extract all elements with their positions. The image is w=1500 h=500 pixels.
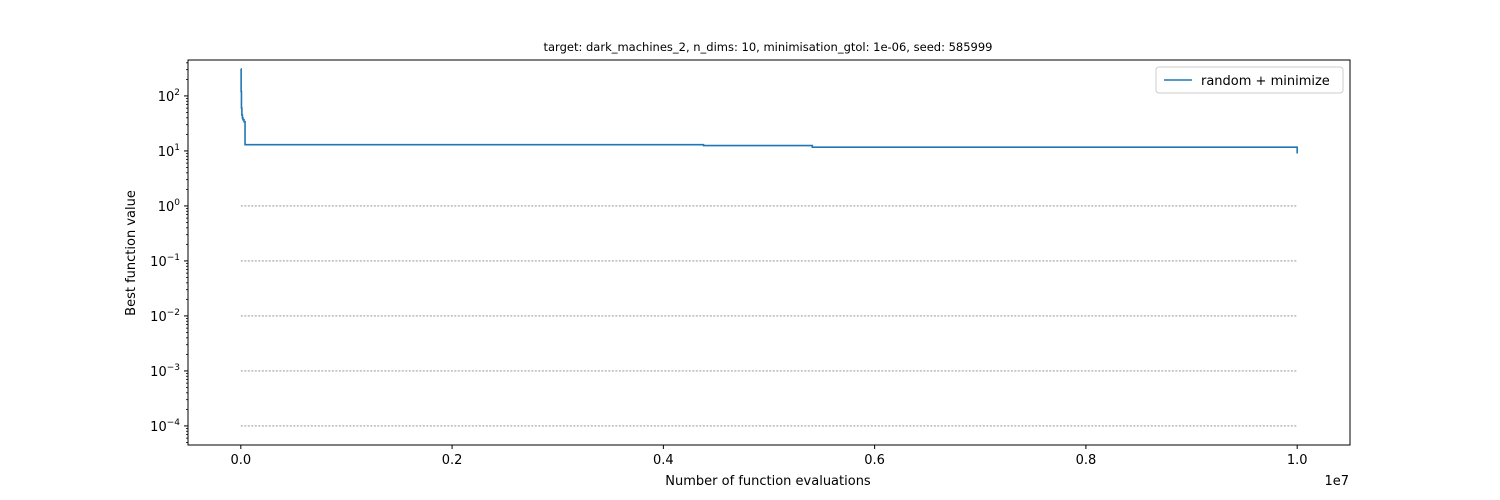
x-tick-label: 0.0 xyxy=(230,453,251,468)
y-tick-label-base: 10 xyxy=(150,255,167,270)
y-tick-label-exponent: 0 xyxy=(174,198,180,208)
x-axis-label: Number of function evaluations xyxy=(665,474,871,489)
y-tick-label: 10−1 xyxy=(150,253,180,270)
y-tick-label-base: 10 xyxy=(150,365,167,380)
series-layer xyxy=(240,68,1298,154)
y-tick-label: 101 xyxy=(158,143,180,160)
y-tick-label-exponent: −1 xyxy=(167,253,180,263)
y-tick-label-exponent: −4 xyxy=(167,418,181,428)
y-tick-label-base: 10 xyxy=(158,90,175,105)
x-axis-ticks: 0.0 0.2 0.4 0.6 0.8 1.0 xyxy=(230,445,1308,468)
y-tick-label-base: 10 xyxy=(158,200,175,215)
y-tick-label: 10−3 xyxy=(150,363,180,380)
plot-frame xyxy=(187,59,1351,446)
y-tick-label-exponent: −2 xyxy=(167,308,180,318)
y-tick-label-base: 10 xyxy=(150,420,167,435)
series-line xyxy=(240,68,1298,154)
x-tick-label: 0.6 xyxy=(864,453,885,468)
x-tick-label: 0.8 xyxy=(1076,453,1097,468)
legend-label: random + minimize xyxy=(1201,74,1330,89)
y-tick-label: 10−4 xyxy=(150,418,180,435)
legend-box xyxy=(1155,66,1344,94)
chart-title: target: dark_machines_2, n_dims: 10, min… xyxy=(544,40,993,54)
y-tick-label-exponent: −3 xyxy=(167,363,180,373)
x-tick-label: 1.0 xyxy=(1287,453,1308,468)
y-tick-label-base: 10 xyxy=(158,145,175,160)
legend: random + minimize xyxy=(1155,66,1344,94)
y-tick-label-exponent: 2 xyxy=(174,88,180,98)
reference-lines xyxy=(240,205,1298,427)
y-tick-label: 100 xyxy=(158,198,181,215)
x-axis-offset-text: 1e7 xyxy=(1324,474,1349,489)
y-tick-label-exponent: 1 xyxy=(174,143,180,153)
y-tick-label-base: 10 xyxy=(150,310,167,325)
y-tick-label: 102 xyxy=(158,88,180,105)
y-axis-label: Best function value xyxy=(124,190,139,316)
x-tick-label: 0.2 xyxy=(442,453,463,468)
x-tick-label: 0.4 xyxy=(653,453,674,468)
y-tick-label: 10−2 xyxy=(150,308,180,325)
